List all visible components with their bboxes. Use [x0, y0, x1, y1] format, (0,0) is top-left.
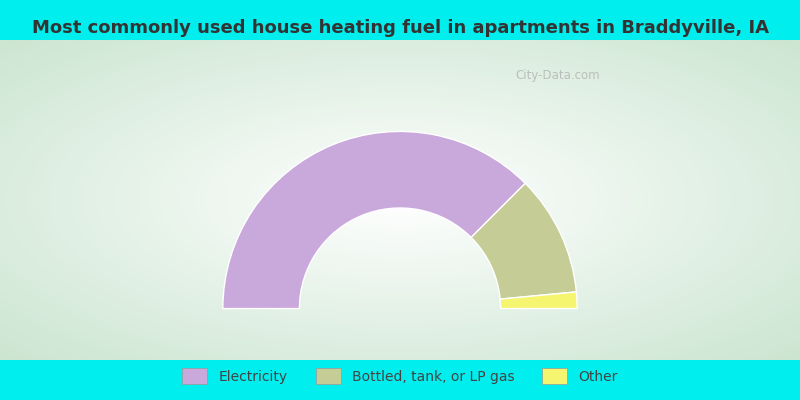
Legend: Electricity, Bottled, tank, or LP gas, Other: Electricity, Bottled, tank, or LP gas, O… — [177, 362, 623, 390]
Wedge shape — [500, 292, 577, 308]
Text: City-Data.com: City-Data.com — [515, 68, 600, 82]
Wedge shape — [471, 183, 576, 299]
Wedge shape — [223, 132, 526, 308]
Text: Most commonly used house heating fuel in apartments in Braddyville, IA: Most commonly used house heating fuel in… — [31, 19, 769, 37]
